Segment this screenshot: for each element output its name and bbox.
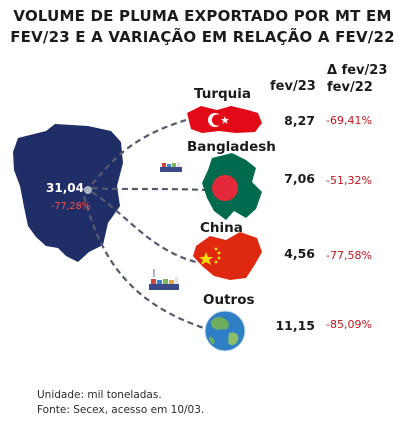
country-label-china: China [200,220,243,236]
value-outros: 11,15 [275,318,315,333]
value-china: 4,56 [284,246,315,261]
route-china [91,191,197,264]
change-outros: -85,09% [326,318,372,331]
column-header-change-line-2: fev/22 [327,80,373,95]
change-turquia: -69,41% [326,114,372,127]
route-outros [82,195,211,332]
title-line-1: VOLUME DE PLUMA EXPORTADO POR MT EM [13,7,392,25]
bangladesh-flag-map [202,153,262,220]
origin-marker [84,186,92,194]
turkey-flag-map [187,106,262,133]
cargo-ship-icon [149,269,179,290]
column-header-change: Δ fev/23 fev/22 [327,62,387,96]
value-bangladesh: 7,06 [284,171,315,186]
footer-unit: Unidade: mil toneladas. [37,389,162,401]
mato-grosso-map-icon [13,124,123,262]
shipping-routes [82,118,211,332]
china-flag-map [193,232,262,280]
value-turquia: 8,27 [284,113,315,128]
column-header-change-line-1: Δ fev/23 [327,63,388,78]
globe-icon [204,310,246,352]
country-label-bangladesh: Bangladesh [187,139,276,155]
chart-title: VOLUME DE PLUMA EXPORTADO POR MT EM FEV/… [0,6,405,48]
country-label-turquia: Turquia [194,86,252,102]
change-china: -77,58% [326,249,372,262]
column-header-value: fev/23 [270,79,316,94]
change-bangladesh: -51,32% [326,174,372,187]
origin-total-value: 31,04 [46,181,84,195]
country-label-outros: Outros [203,292,255,308]
footer-notes: Unidade: mil toneladas. Fonte: Secex, ac… [37,388,204,418]
origin-total-change: -77,28% [51,201,91,212]
cargo-ship-icon [160,162,182,172]
footer-source: Fonte: Secex, acesso em 10/03. [37,404,205,416]
title-line-2: FEV/23 E A VARIAÇÃO EM RELAÇÃO A FEV/22 [10,28,395,46]
